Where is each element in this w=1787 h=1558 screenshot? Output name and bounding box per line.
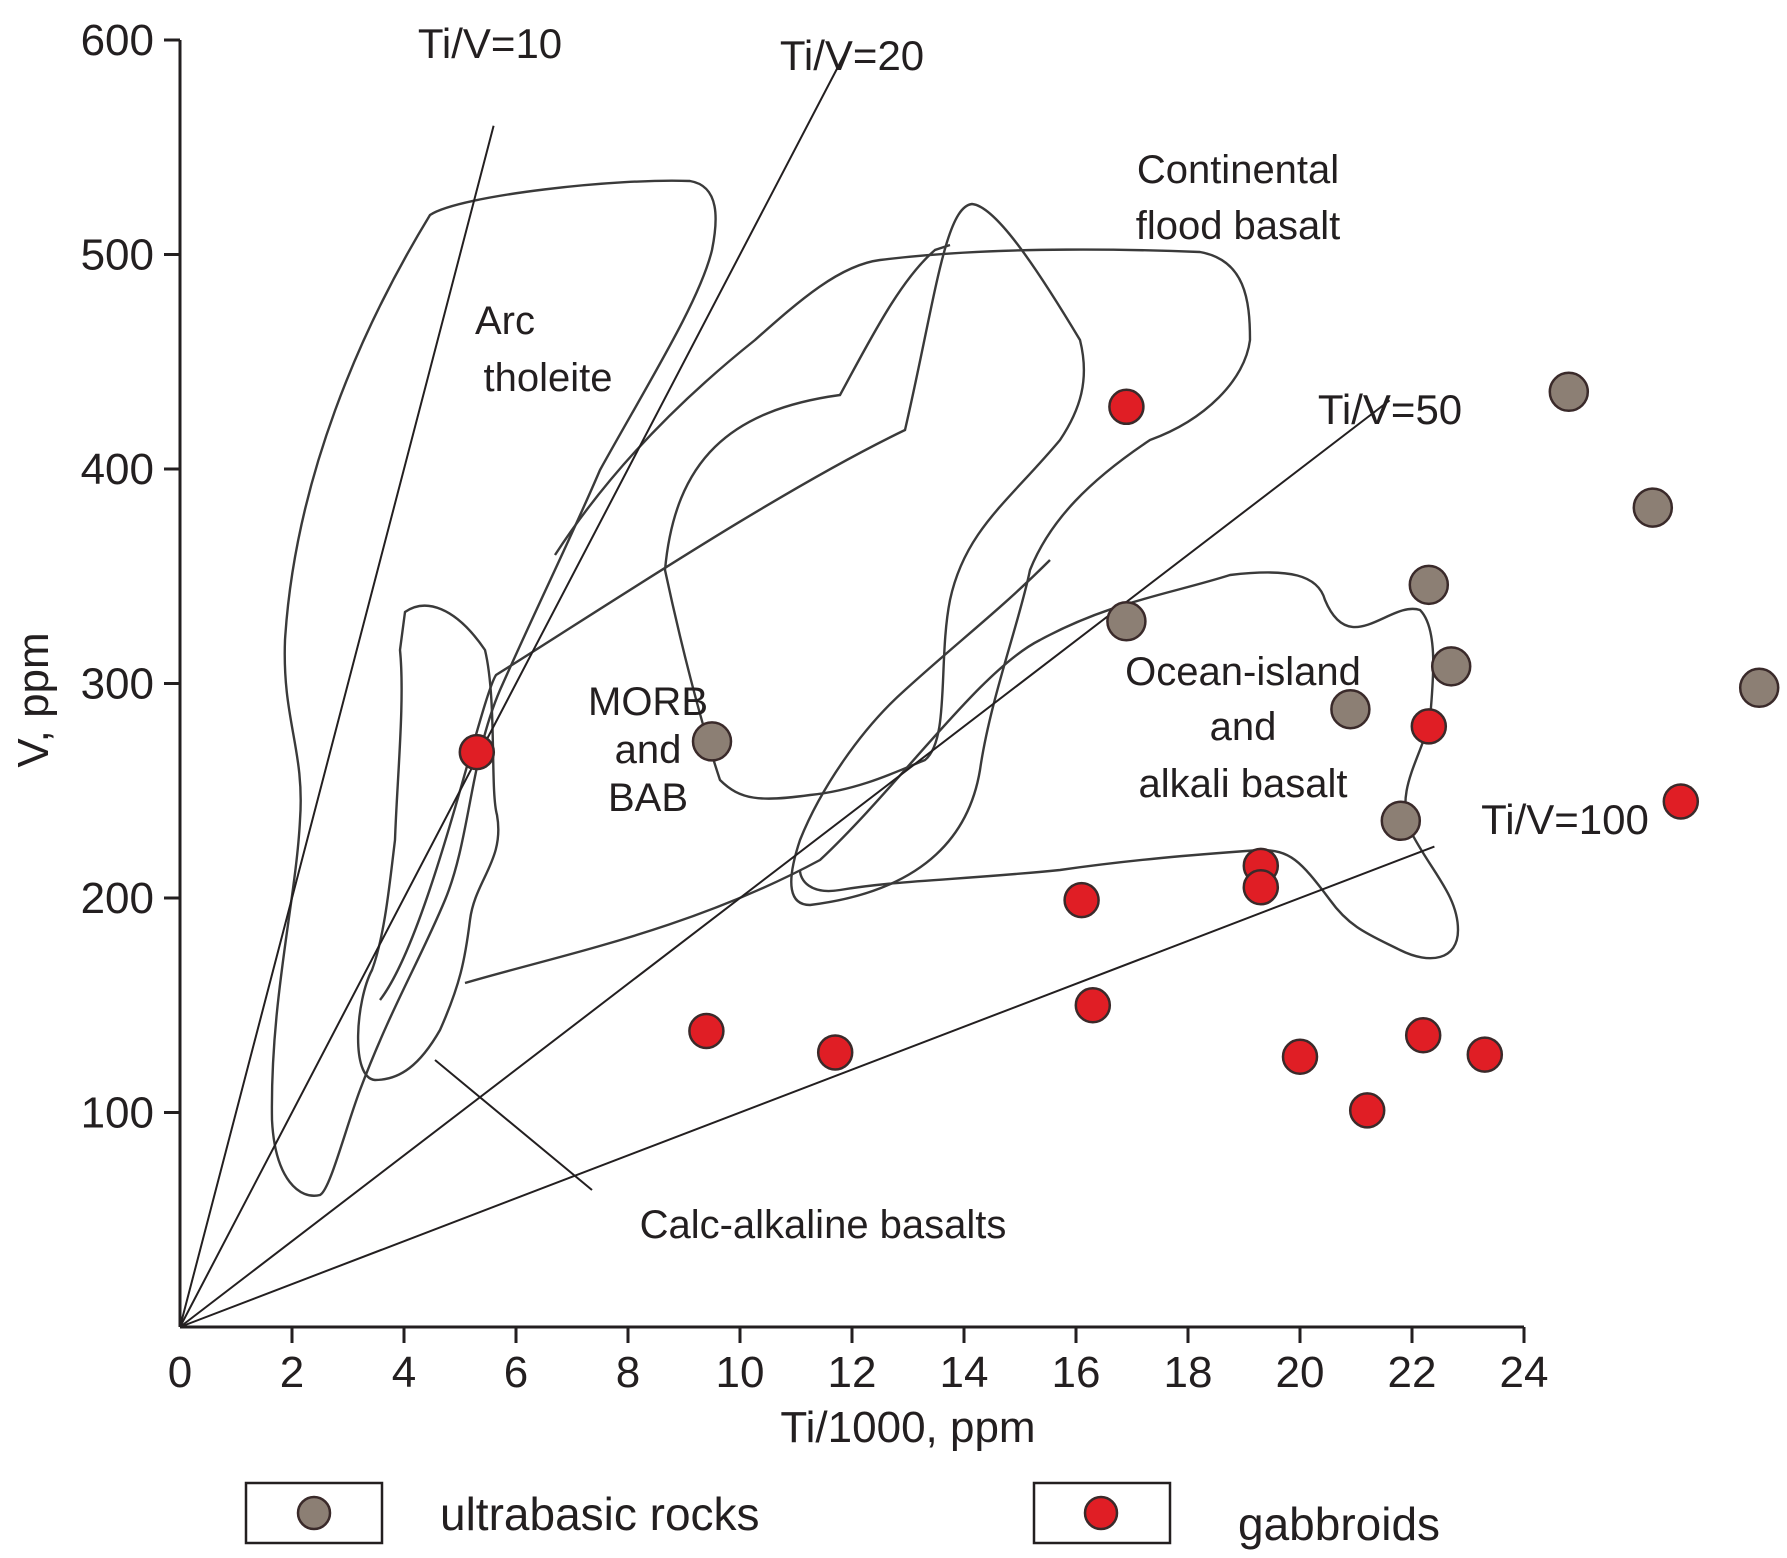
continental-flood-basalt-label-line-2: flood basalt (1136, 204, 1341, 248)
x-tick-label: 18 (1164, 1348, 1213, 1397)
ultrabasic-rock-point (1548, 371, 1590, 413)
legend-label-gabbroids: gabbroids (1238, 1498, 1440, 1550)
x-tick-label: 0 (168, 1348, 192, 1397)
ocean-island-label-line-2: and (1210, 705, 1277, 749)
ultrabasic-rock-point (1632, 487, 1674, 528)
x-tick-label: 2 (280, 1348, 304, 1397)
continental-flood-basalt-label-line-1: Continental (1137, 148, 1339, 192)
x-axis-title: Ti/1000, ppm (780, 1403, 1035, 1452)
y-axis-ticks: 100 200 300 400 500 600 (81, 16, 180, 1138)
ultrabasic-rock-point (1430, 646, 1472, 687)
y-tick-label: 400 (81, 445, 154, 494)
y-axis-title: V, ppm (9, 632, 58, 767)
ultrabasic-rock-point (1380, 800, 1422, 842)
x-tick-label: 10 (716, 1348, 765, 1397)
ultrabasic-rock-point (1106, 601, 1147, 642)
ratio-line-ti-v-50 (179, 399, 1391, 1328)
arc-tholeiite-label-line-1: Arc (475, 299, 535, 343)
x-tick-label: 14 (940, 1348, 989, 1397)
y-tick-label: 600 (81, 16, 154, 65)
x-tick-label: 22 (1388, 1348, 1437, 1397)
ocean-island-alkali-basalt-field (464, 571, 1460, 985)
arc-tholeiite-field (270, 179, 717, 1197)
ratio-line-ti-v-100 (179, 845, 1435, 1328)
legend-marker-ultrabasic-rocks (296, 1495, 332, 1531)
ultrabasic-rock-point (1738, 667, 1780, 709)
ratio-line-ti-v-20 (179, 50, 848, 1328)
gabbroid-point (1281, 1038, 1319, 1075)
gabbroid-point (1466, 1036, 1504, 1073)
calc-alkaline-label: Calc-alkaline basalts (640, 1203, 1007, 1247)
gabbroid-point (1074, 987, 1112, 1024)
x-axis-ticks: 0 2 4 6 8 10 12 14 16 18 20 22 24 (168, 1327, 1549, 1397)
gabbroid-point (688, 1012, 725, 1050)
ratio-label-ti-v-50: Ti/V=50 (1318, 386, 1462, 433)
ratio-label-ti-v-10: Ti/V=10 (418, 20, 562, 67)
arc-tholeiite-label-line-2: tholeite (484, 356, 613, 400)
gabbroid-point (1348, 1092, 1386, 1129)
calc-alkaline-leader-line (434, 1059, 593, 1191)
legend: ultrabasic rocks gabbroids (244, 1481, 1440, 1550)
data-points (458, 371, 1780, 1129)
legend-marker-gabbroids (1083, 1495, 1119, 1531)
morb-bab-field (379, 202, 1086, 1001)
ratio-label-ti-v-20: Ti/V=20 (780, 32, 924, 79)
morb-bab-label-line-1: MORB (588, 680, 708, 724)
gabbroid-point (458, 733, 496, 771)
y-tick-label: 100 (81, 1089, 154, 1138)
field-labels: Arc tholeite MORB and BAB Continental fl… (434, 148, 1361, 1247)
ratio-label-ti-v-100: Ti/V=100 (1481, 796, 1649, 843)
axes: 0 2 4 6 8 10 12 14 16 18 20 22 24 100200300400500600… (9, 16, 1548, 1452)
x-tick-label: 6 (504, 1348, 528, 1397)
legend-label-ultrabasic-rocks: ultrabasic rocks (440, 1488, 760, 1540)
x-tick-label: 20 (1276, 1348, 1325, 1397)
gabbroid-point (1242, 869, 1280, 906)
ocean-island-label-line-3: alkali basalt (1138, 762, 1347, 806)
ultrabasic-rock-point (691, 721, 733, 762)
x-tick-label: 24 (1500, 1348, 1549, 1397)
gabbroid-point (1404, 1017, 1442, 1054)
ratio-line-ti-v-10 (179, 125, 495, 1328)
x-tick-label: 8 (616, 1348, 640, 1397)
gabbroid-point (816, 1034, 854, 1071)
ocean-island-label-line-1: Ocean-island (1125, 650, 1361, 694)
gabbroid-point (1063, 881, 1100, 919)
y-tick-label: 300 (81, 660, 154, 709)
tectonic-fields (270, 179, 1460, 1197)
morb-bab-label-line-3: BAB (608, 776, 688, 820)
x-tick-label: 16 (1052, 1348, 1101, 1397)
ultrabasic-rock-point (1408, 564, 1450, 606)
y-tick-label: 500 (81, 231, 154, 280)
continental-flood-basalt-field (553, 248, 1252, 907)
gabbroid-point (1662, 783, 1700, 820)
ultrabasic-rock-point (1330, 688, 1371, 730)
x-tick-label: 4 (392, 1348, 416, 1397)
ti-v-ratio-lines: Ti/V=10 Ti/V=20 Ti/V=50 Ti/V=100 (179, 20, 1649, 1328)
calc-alkaline-basalts-field (356, 604, 500, 1082)
x-tick-label: 12 (828, 1348, 877, 1397)
y-tick-label: 200 (81, 874, 154, 923)
morb-bab-label-line-2: and (615, 728, 682, 772)
gabbroid-point (1108, 388, 1145, 426)
gabbroid-point (1410, 708, 1448, 745)
